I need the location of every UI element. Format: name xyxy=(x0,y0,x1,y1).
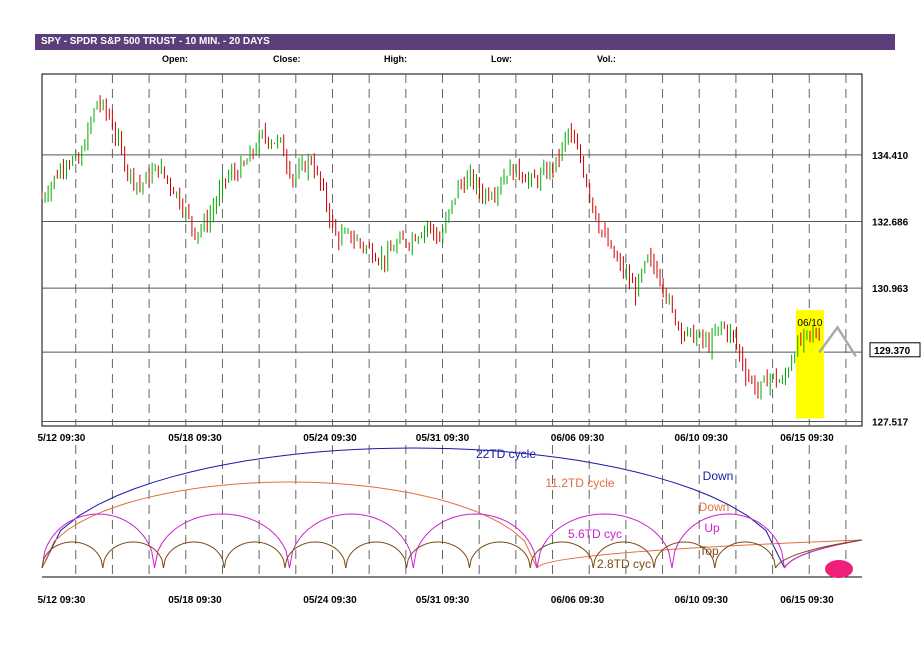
cycle-arc-2-0 xyxy=(41,513,155,569)
cycle-status-0: Down xyxy=(703,469,734,483)
cycle-x-tick-1: 05/18 09:30 xyxy=(168,595,222,606)
chart-title-bar: SPY - SPDR S&P 500 TRUST - 10 MIN. - 20 … xyxy=(35,34,895,50)
vol-label: Vol.: xyxy=(597,54,616,64)
chart-title: SPY - SPDR S&P 500 TRUST - 10 MIN. - 20 … xyxy=(41,36,270,47)
cycle-x-tick-4: 06/06 09:30 xyxy=(551,595,605,606)
y-tick-0: 134.410 xyxy=(872,151,909,162)
y-axis-ticks: 134.410 132.686 130.963 127.517 xyxy=(872,151,909,429)
cycle-arc-tail-1 xyxy=(536,539,863,569)
cycle-name-2: 5.6TD cyc xyxy=(568,527,622,541)
price-x-axis-ticks: 5/12 09:30 05/18 09:30 05/24 09:30 05/31 09… xyxy=(38,433,835,444)
high-label: High: xyxy=(384,54,407,64)
open-label: Open: xyxy=(162,54,188,64)
cycle-status-3: Top xyxy=(699,544,719,558)
cycle-arc-3-8 xyxy=(529,541,594,569)
price-x-tick-2: 05/24 09:30 xyxy=(303,433,357,444)
cycle-arc-3-5 xyxy=(345,541,407,569)
cycle-arc-3-4 xyxy=(284,541,347,569)
cycle-x-tick-6: 06/15 09:30 xyxy=(780,595,834,606)
price-grid xyxy=(42,74,862,426)
cycle-arc-3-3 xyxy=(223,541,286,569)
cycle-grid xyxy=(75,445,847,577)
y-tick-3: 127.517 xyxy=(872,417,909,428)
cycle-arc-3-11 xyxy=(714,541,776,569)
price-x-tick-5: 06/10 09:30 xyxy=(675,433,729,444)
cycle-x-tick-5: 06/10 09:30 xyxy=(675,595,729,606)
price-panel-frame xyxy=(41,73,863,427)
price-x-tick-6: 06/15 09:30 xyxy=(780,433,834,444)
price-x-tick-1: 05/18 09:30 xyxy=(168,433,222,444)
cycle-name-0: 22TD cycle xyxy=(476,447,536,461)
low-label: Low: xyxy=(491,54,512,64)
cycle-x-tick-2: 05/24 09:30 xyxy=(303,595,357,606)
cycle-x-tick-3: 05/31 09:30 xyxy=(416,595,470,606)
cycle-x-tick-0: 5/12 09:30 xyxy=(38,595,86,606)
last-price-box xyxy=(869,342,921,358)
cycle-arc-0-0 xyxy=(41,447,785,569)
cycle-arc-3-2 xyxy=(163,541,225,569)
cycle-arc-3-9 xyxy=(592,541,655,569)
cycle-arc-2-1 xyxy=(154,513,290,569)
price-x-tick-3: 05/31 09:30 xyxy=(416,433,470,444)
price-x-tick-0: 5/12 09:30 xyxy=(38,433,86,444)
cycle-arc-tail-3 xyxy=(775,539,863,569)
price-x-tick-4: 06/06 09:30 xyxy=(551,433,605,444)
cycle-arcs xyxy=(41,447,863,569)
candles xyxy=(41,95,820,400)
cycle-x-axis-ticks: 5/12 09:30 05/18 09:30 05/24 09:30 05/31 09… xyxy=(38,595,835,606)
cycle-status-1: Down xyxy=(699,500,730,514)
highlight-region: 06/10 xyxy=(795,309,824,419)
highlight-date-label: 06/10 xyxy=(797,318,822,329)
projection-line xyxy=(818,325,857,358)
cycle-arc-3-1 xyxy=(102,541,164,569)
cycle-low-marker xyxy=(825,560,853,578)
cycle-arc-2-5 xyxy=(671,513,785,569)
cycle-arc-3-10 xyxy=(653,541,716,569)
cycle-arc-3-0 xyxy=(41,541,104,569)
cycle-name-3: 2.8TD cyc xyxy=(597,557,651,571)
last-price-label: 129.370 xyxy=(874,346,911,357)
cycle-arc-2-3 xyxy=(412,513,538,569)
ohlc-readout: Open: Close: High: Low: Vol.: xyxy=(0,54,923,68)
cycle-arc-3-7 xyxy=(469,541,531,569)
cycle-arc-2-4 xyxy=(536,513,673,569)
cycle-labels: 22TD cycle Down 11.2TD cycle Down 5.6TD cyc U… xyxy=(476,447,733,571)
cycle-name-1: 11.2TD cycle xyxy=(545,476,614,490)
y-tick-2: 130.963 xyxy=(872,284,909,295)
cycle-arc-2-2 xyxy=(289,513,414,569)
projection-polyline xyxy=(818,325,857,358)
cycle-arc-3-6 xyxy=(406,541,470,569)
cycle-status-2: Up xyxy=(704,521,720,535)
close-label: Close: xyxy=(273,54,301,64)
y-tick-1: 132.686 xyxy=(872,218,909,229)
cycle-arc-1-0 xyxy=(41,481,538,569)
last-price-marker: 129.370 xyxy=(869,342,921,358)
